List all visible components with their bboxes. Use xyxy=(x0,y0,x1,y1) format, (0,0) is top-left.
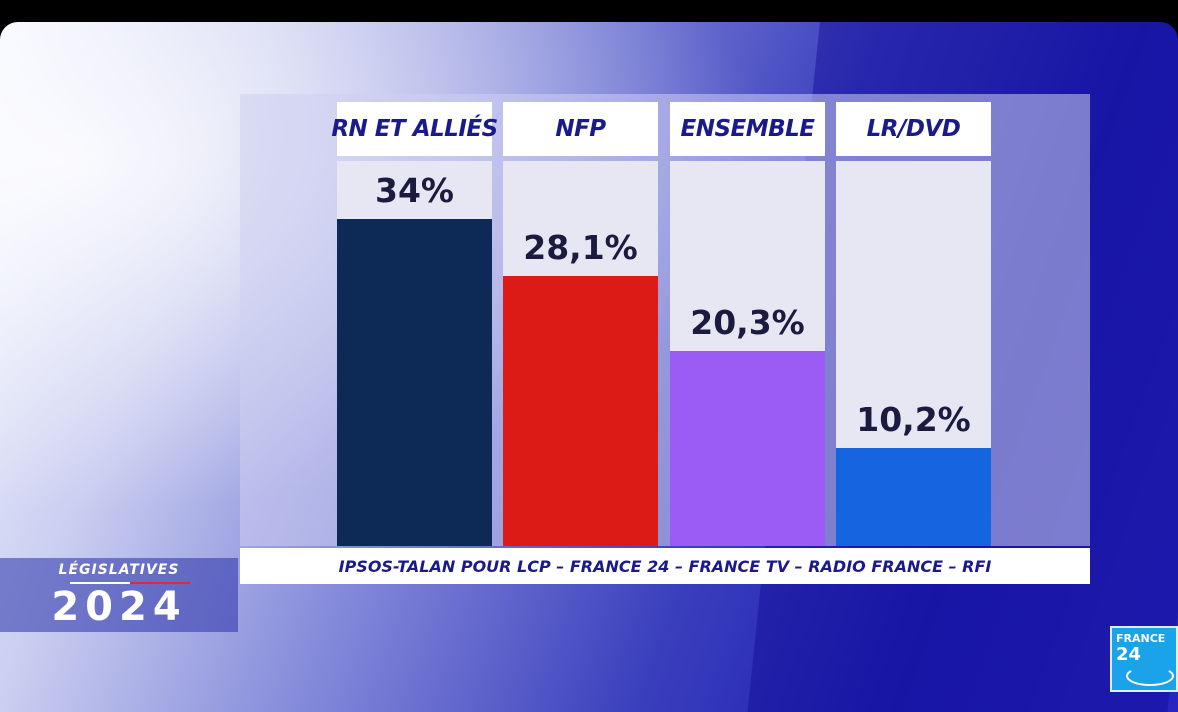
source-text: IPSOS-TALAN POUR LCP – FRANCE 24 – FRANC… xyxy=(338,556,992,576)
category-header: NFP xyxy=(503,102,658,156)
logo-text-france: FRANCE xyxy=(1116,632,1166,645)
logo-wave-icon xyxy=(1126,666,1174,686)
election-badge: LÉGISLATIVES 2024 xyxy=(0,558,238,632)
category-header: LR/DVD xyxy=(836,102,991,156)
bar-track: 34% xyxy=(337,161,492,546)
bar xyxy=(503,276,658,546)
bar-track: 28,1% xyxy=(503,161,658,546)
category-label: ENSEMBLE xyxy=(680,116,815,142)
bar-value-label: 28,1% xyxy=(523,228,638,267)
logo-text-24: 24 xyxy=(1116,644,1142,665)
france24-logo: FRANCE 24 xyxy=(1110,626,1178,692)
bar-column: ENSEMBLE 20,3% xyxy=(670,102,825,546)
category-header: RN ET ALLIÉS xyxy=(331,102,498,156)
badge-rule-red xyxy=(70,582,190,584)
source-strip: IPSOS-TALAN POUR LCP – FRANCE 24 – FRANC… xyxy=(240,548,1090,584)
bar-value-label: 34% xyxy=(375,171,454,210)
bar xyxy=(670,351,825,546)
broadcast-screen: RN ET ALLIÉS 34% NFP 28,1% ENSEMBLE 20,3% LR/D… xyxy=(0,22,1178,712)
badge-rule-white xyxy=(70,582,130,584)
bar-track: 10,2% xyxy=(836,161,991,546)
category-header: ENSEMBLE xyxy=(670,102,825,156)
bar xyxy=(836,448,991,546)
badge-title: LÉGISLATIVES xyxy=(58,562,180,578)
bar xyxy=(337,219,492,546)
category-label: LR/DVD xyxy=(866,116,961,142)
category-label: RN ET ALLIÉS xyxy=(331,116,498,142)
bar-value-label: 10,2% xyxy=(856,400,971,439)
bar-value-label: 20,3% xyxy=(690,303,805,342)
bar-track: 20,3% xyxy=(670,161,825,546)
bar-column: LR/DVD 10,2% xyxy=(836,102,991,546)
category-label: NFP xyxy=(555,116,606,142)
bar-column: NFP 28,1% xyxy=(503,102,658,546)
bar-column: RN ET ALLIÉS 34% xyxy=(331,102,498,546)
badge-year: 2024 xyxy=(51,584,187,630)
